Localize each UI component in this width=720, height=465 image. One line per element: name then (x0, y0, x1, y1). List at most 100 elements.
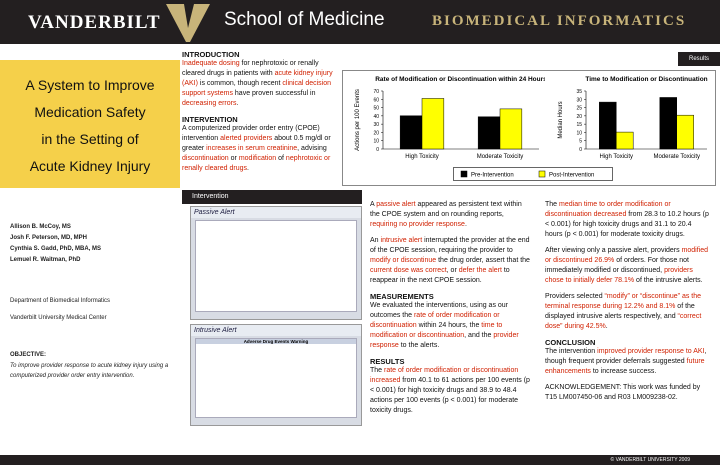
warning-title: Adverse Drug Events Warning (196, 339, 356, 344)
paragraph: An intrusive alert interrupted the provi… (370, 236, 530, 286)
affiliation-line: Department of Biomedical Informatics (10, 298, 111, 304)
text-run: A (370, 201, 377, 208)
bar (659, 97, 677, 150)
legend-label: Pre-Intervention (471, 173, 514, 179)
author: Cynthia S. Gadd, PhD, MBA, MS (10, 246, 102, 252)
chart-title: Time to Modification or Discontinuation (585, 76, 707, 83)
text-run: defer the alert (458, 267, 502, 274)
title: A System to Improve Medication Safety in t… (0, 60, 180, 180)
charts-box: Rate of Modification or Discontinuation … (342, 70, 716, 186)
text-run: about 0.5 mg/dl or greater (182, 135, 331, 152)
objective: OBJECTIVE: To improve provider response … (10, 350, 178, 381)
text-run: increases in serum creatinine (206, 145, 298, 152)
heading: MEASUREMENTS (370, 292, 434, 301)
x-tick-label: High Toxicity (405, 154, 439, 160)
text-run: rate of order modification or discontinu… (370, 367, 519, 384)
paragraph: A passive alert appeared as persistent t… (370, 200, 530, 230)
v-logo (166, 4, 210, 42)
text-run: A computerized provider order entry (CPO… (182, 125, 320, 142)
text-run: is common, though recent (197, 80, 283, 87)
text-run: We evaluated the interventions, using as… (370, 302, 509, 319)
text-run: improved provider response to AKI (597, 348, 705, 355)
text-run: have proven successful in (232, 90, 316, 97)
text-run: Inadequate dosing (182, 60, 240, 67)
heading: INTRODUCTION (182, 50, 240, 59)
legend-label: Post-Intervention (549, 173, 594, 179)
bar (499, 108, 523, 150)
text-run: . (464, 221, 467, 228)
text-run: acute kidney injury (AKI) (182, 70, 333, 87)
text-run: discontinuation (182, 155, 229, 162)
y-tick-label: 40 (373, 114, 379, 120)
text-run: median time to order modification or dis… (545, 201, 671, 218)
text-run: ACKNOWLEDGEMENT: This work was funded by… (545, 384, 701, 401)
y-axis-label: Actions per 100 Events (355, 89, 361, 151)
text-run: of the intrusive alerts. (634, 277, 703, 284)
intro: INTRODUCTION Inadequate dosing for nephr… (182, 50, 342, 180)
authors: Allison B. McCoy, MS Josh F. Peterson, MD… (10, 222, 178, 266)
y-tick-label: 15 (576, 122, 582, 128)
author: Lemuel R. Waitman, PhD (10, 257, 81, 263)
text-run: The (545, 201, 560, 208)
bar (477, 116, 501, 150)
screenshot-passive: Passive Alert (190, 206, 362, 320)
text-run: to increase success. (590, 368, 657, 375)
paragraph: After viewing only a passive alert, prov… (545, 246, 710, 286)
legend: Pre-Intervention Post-Intervention (453, 167, 613, 181)
text-run: from 40.1 to 61 actions per 100 events (… (370, 377, 530, 414)
chart: Time to Modification or Discontinuation M… (558, 76, 708, 160)
y-tick-label: 0 (579, 147, 582, 153)
legend-frame (453, 167, 613, 181)
text-run: After viewing only a passive alert, prov… (545, 247, 682, 254)
screenshot-body (195, 220, 357, 312)
text-run: or (228, 155, 239, 162)
y-tick-label: 35 (576, 89, 582, 95)
text-run: modified or discontinued 26.9% (545, 247, 709, 264)
y-tick-label: 60 (373, 97, 379, 103)
footer: © VANDERBILT UNIVERSITY 2009 (0, 455, 720, 465)
text-run: . (246, 165, 249, 172)
text-run: intrusive alert (380, 237, 423, 244)
text-run: of the displayed intrusive alerts respec… (545, 303, 695, 320)
text-run: the drug order, assert that the (436, 257, 530, 264)
text-run: future enhancements (545, 358, 705, 375)
paragraph: We evaluated the interventions, using as… (370, 301, 530, 351)
text-run: . (605, 323, 608, 330)
y-axis-label: Median Hours (558, 101, 564, 138)
paragraph: A computerized provider order entry (CPO… (182, 124, 342, 174)
text-run: modify or discontinue (370, 257, 437, 264)
paragraph: The intervention improved provider respo… (545, 347, 710, 377)
legend-swatch (460, 170, 468, 178)
text-run: of orders. For those not immediately mod… (545, 257, 689, 274)
text-run: to reappear in the next CPOE session. (370, 267, 510, 284)
author: Allison B. McCoy, MS (10, 224, 71, 230)
y-tick-label: 70 (373, 89, 379, 95)
y-tick-label: 50 (373, 106, 379, 112)
header: VANDERBILT School of Medicine BIOMEDICAL… (0, 0, 720, 44)
text-run: time to modification or discontinuation (370, 322, 503, 339)
intervention-label: Intervention (182, 190, 362, 204)
text-run: provider response (370, 332, 519, 349)
text-run: rate of order modification or discontinu… (370, 312, 500, 329)
column-2: A passive alert appeared as persistent t… (370, 200, 530, 422)
text-run: nephrotoxic or renally cleared drugs (182, 155, 331, 172)
text-run: current dose was correct (370, 267, 447, 274)
author: Josh F. Peterson, MD, MPH (10, 235, 88, 241)
screenshot-body: Adverse Drug Events Warning (195, 338, 357, 418)
text-run: An (370, 237, 381, 244)
text-run: , or (446, 267, 459, 274)
y-tick-label: 20 (373, 130, 379, 136)
text-run: , though frequent provider deferrals sug… (545, 348, 707, 365)
text-run: decreasing errors (182, 100, 237, 107)
title-line: in the Setting of (41, 131, 139, 147)
bar (599, 101, 617, 150)
text-run: interrupted the provider at the end of t… (370, 237, 530, 254)
university: VANDERBILT (28, 12, 161, 33)
bar (616, 131, 634, 150)
affiliation: Department of Biomedical Informatics Vand… (10, 296, 178, 330)
affiliation-line: Vanderbilt University Medical Center (10, 315, 107, 321)
text-run: , advising (297, 145, 327, 152)
title-line: Medication Safety (34, 104, 146, 120)
screenshot-title: Passive Alert (191, 207, 361, 218)
heading: RESULTS (370, 357, 405, 366)
